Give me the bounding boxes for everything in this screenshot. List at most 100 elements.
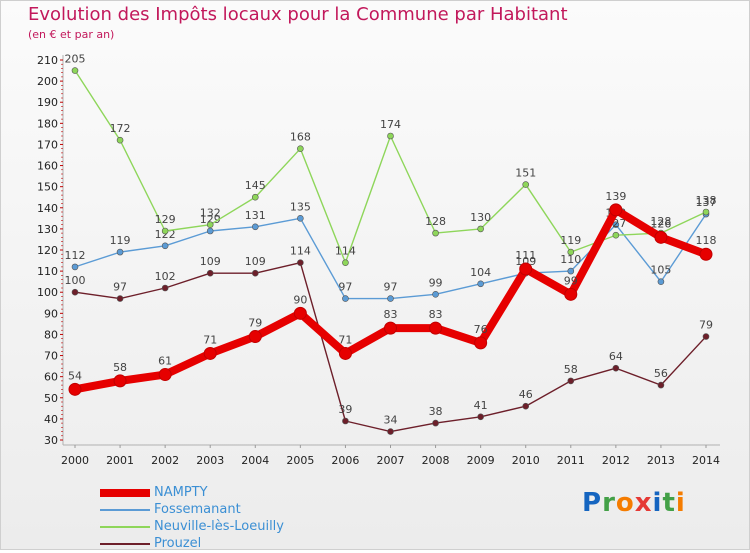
data-label: 99 <box>429 276 443 289</box>
data-label: 109 <box>200 255 221 268</box>
data-point <box>522 181 530 188</box>
data-label: 168 <box>290 131 311 144</box>
data-point <box>206 227 214 235</box>
data-label: 71 <box>203 333 217 346</box>
y-tick-label: 80 <box>44 328 58 341</box>
y-tick-label: 40 <box>44 413 58 426</box>
brand-logo: Proxiti <box>582 488 686 518</box>
data-point <box>206 269 214 277</box>
data-label: 118 <box>696 234 717 247</box>
data-point <box>116 248 124 256</box>
data-label: 111 <box>515 249 536 262</box>
data-point <box>338 346 352 360</box>
data-label: 128 <box>650 215 671 228</box>
data-label: 46 <box>519 388 533 401</box>
data-label: 109 <box>515 255 536 268</box>
y-tick-label: 120 <box>37 244 58 257</box>
data-point <box>654 230 668 244</box>
data-label: 97 <box>384 281 398 294</box>
data-point <box>477 280 484 288</box>
x-tick-label: 2004 <box>241 454 269 467</box>
data-point <box>161 284 169 292</box>
data-point <box>342 295 349 302</box>
data-label: 114 <box>290 245 311 258</box>
data-label: 76 <box>474 323 488 336</box>
data-point <box>477 413 484 421</box>
data-label: 71 <box>338 333 352 346</box>
data-label: 151 <box>515 167 536 180</box>
x-tick-label: 2009 <box>467 454 495 467</box>
data-label: 137 <box>696 196 717 209</box>
data-label: 104 <box>470 266 491 279</box>
data-point <box>293 306 307 320</box>
y-tick-label: 160 <box>37 160 58 173</box>
data-point <box>702 208 710 216</box>
y-tick-label: 130 <box>37 223 58 236</box>
data-point <box>384 321 397 335</box>
y-tick-label: 100 <box>37 286 58 299</box>
legend-label: Prouzel <box>154 536 202 551</box>
legend-label: Fossemanant <box>154 502 241 517</box>
data-point <box>612 364 620 372</box>
x-tick-label: 2008 <box>422 454 450 467</box>
data-point <box>564 287 578 301</box>
x-tick-label: 2002 <box>151 454 179 467</box>
data-point <box>161 242 169 250</box>
data-point <box>116 136 124 144</box>
chart-title: Evolution des Impôts locaux pour la Comm… <box>28 4 568 25</box>
data-point <box>248 330 262 344</box>
data-point <box>116 295 124 302</box>
y-tick-label: 110 <box>37 265 58 278</box>
data-label: 90 <box>293 293 307 306</box>
data-point <box>203 346 217 360</box>
data-label: 138 <box>696 194 717 207</box>
x-tick-label: 2006 <box>331 454 359 467</box>
data-label: 145 <box>245 179 266 192</box>
legend-swatch <box>100 526 150 528</box>
y-tick-label: 170 <box>37 138 58 151</box>
data-point <box>113 374 127 388</box>
data-point <box>342 417 349 425</box>
data-label: 205 <box>65 53 86 66</box>
data-point <box>387 132 394 140</box>
legend-label: Neuville-lès-Loeuilly <box>154 519 284 534</box>
data-point <box>158 368 172 382</box>
data-label: 39 <box>338 403 352 416</box>
y-tick-label: 200 <box>37 75 58 88</box>
data-point <box>432 419 439 427</box>
data-label: 126 <box>650 217 671 230</box>
data-point <box>71 263 79 271</box>
x-tick-label: 2003 <box>196 454 224 467</box>
data-label: 112 <box>65 249 86 262</box>
x-tick-label: 2000 <box>61 454 89 467</box>
data-label: 129 <box>155 213 176 226</box>
legend-label: NAMPTY <box>154 485 208 500</box>
data-point <box>251 193 259 201</box>
data-label: 135 <box>290 200 311 213</box>
data-point <box>567 267 575 275</box>
data-point <box>429 321 443 335</box>
data-point <box>251 223 259 231</box>
data-label: 79 <box>699 319 713 332</box>
x-tick-label: 2014 <box>692 454 720 467</box>
y-tick-label: 210 <box>37 54 58 67</box>
data-point <box>387 295 394 302</box>
data-label: 119 <box>110 234 131 247</box>
data-label: 54 <box>68 369 82 382</box>
data-point <box>432 291 439 298</box>
x-tick-label: 2001 <box>106 454 134 467</box>
data-point <box>251 269 259 277</box>
data-point <box>71 288 79 296</box>
data-point <box>477 225 484 233</box>
data-label: 58 <box>564 363 578 376</box>
data-label: 105 <box>650 264 671 277</box>
data-point <box>297 215 304 222</box>
data-label: 110 <box>560 253 581 266</box>
y-tick-label: 90 <box>44 307 58 320</box>
data-label: 109 <box>245 255 266 268</box>
data-label: 41 <box>474 399 488 412</box>
data-point <box>609 203 623 217</box>
data-label: 130 <box>470 211 491 224</box>
